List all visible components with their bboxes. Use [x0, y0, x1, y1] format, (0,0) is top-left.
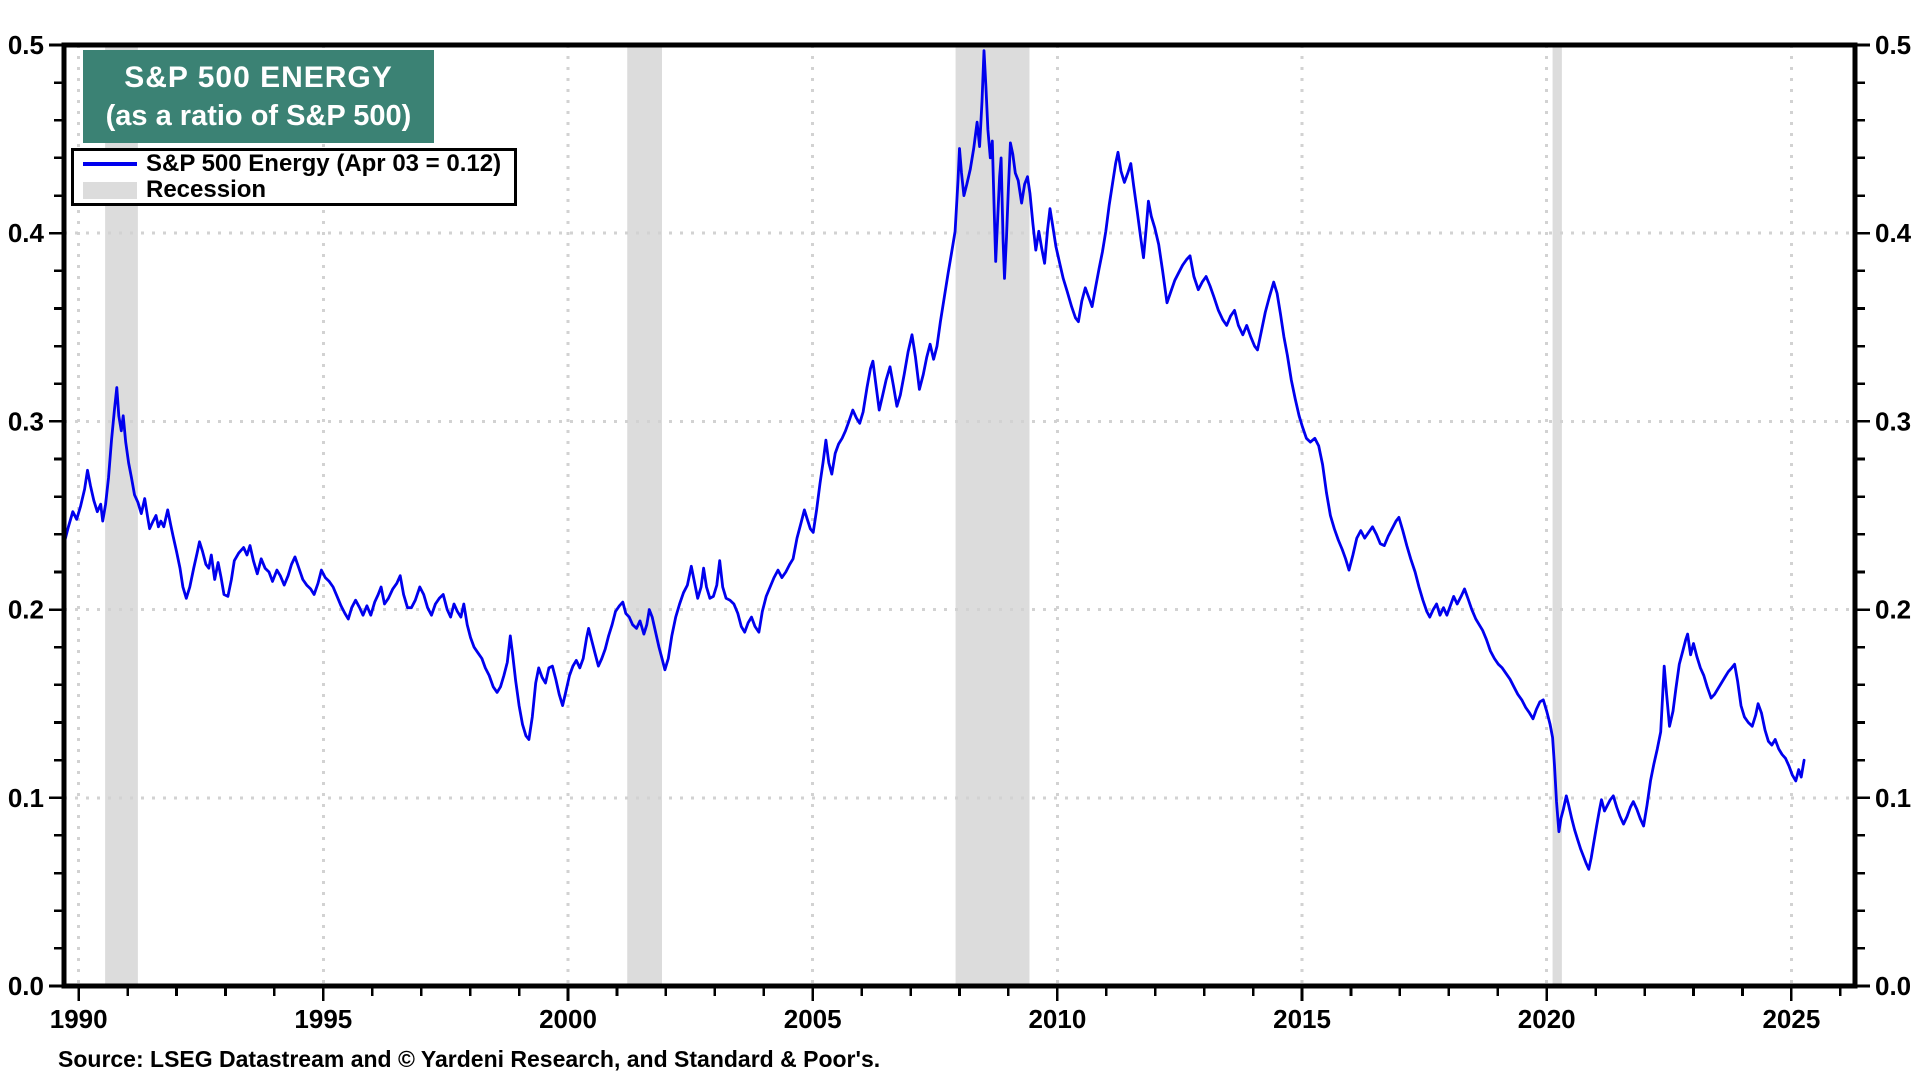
- chart-title-line1: S&P 500 ENERGY: [124, 60, 393, 94]
- recession-band: [1552, 45, 1562, 986]
- x-tick-label: 2005: [784, 1004, 842, 1034]
- recession-band: [627, 45, 662, 986]
- recession-swatch-icon: [83, 181, 137, 199]
- x-tick-label: 2015: [1273, 1004, 1331, 1034]
- x-tick-label: 2010: [1028, 1004, 1086, 1034]
- legend-recession-label: Recession: [146, 176, 267, 203]
- y-tick-label-left: 0.1: [8, 783, 44, 813]
- legend-row-series: S&P 500 Energy (Apr 03 = 0.12): [74, 150, 514, 177]
- recession-band: [955, 45, 1030, 986]
- y-tick-label-right: 0.2: [1875, 595, 1911, 625]
- chart-legend: S&P 500 Energy (Apr 03 = 0.12) Recession: [71, 148, 517, 206]
- y-tick-label-right: 0.4: [1875, 218, 1912, 248]
- plot-border: [61, 42, 1858, 989]
- recession-swatch-cell: [74, 181, 146, 199]
- y-tick-label-left: 0.2: [8, 595, 44, 625]
- series-line-swatch-icon: [83, 162, 137, 166]
- series-swatch-cell: [74, 162, 146, 166]
- y-tick-label-right: 0.5: [1875, 30, 1911, 60]
- x-tick-label: 2025: [1762, 1004, 1820, 1034]
- legend-series-label: S&P 500 Energy (Apr 03 = 0.12): [146, 150, 502, 177]
- y-tick-label-left: 0.4: [8, 218, 45, 248]
- x-tick-label: 1995: [294, 1004, 352, 1034]
- y-tick-label-left: 0.5: [8, 30, 44, 60]
- y-tick-label-right: 0.1: [1875, 783, 1911, 813]
- y-tick-label-left: 0.0: [8, 971, 44, 1001]
- chart-title-line2: (as a ratio of S&P 500): [105, 100, 412, 133]
- x-tick-label: 2020: [1518, 1004, 1576, 1034]
- y-tick-label-right: 0.0: [1875, 971, 1911, 1001]
- legend-row-recession: Recession: [74, 176, 514, 203]
- y-tick-label-right: 0.3: [1875, 406, 1911, 436]
- x-tick-label: 2000: [539, 1004, 597, 1034]
- source-note: Source: LSEG Datastream and © Yardeni Re…: [58, 1046, 881, 1072]
- series-line: [63, 49, 1806, 871]
- x-tick-label: 1990: [50, 1004, 108, 1034]
- y-tick-label-left: 0.3: [8, 406, 44, 436]
- chart-title-box: S&P 500 ENERGY (as a ratio of S&P 500): [83, 50, 434, 143]
